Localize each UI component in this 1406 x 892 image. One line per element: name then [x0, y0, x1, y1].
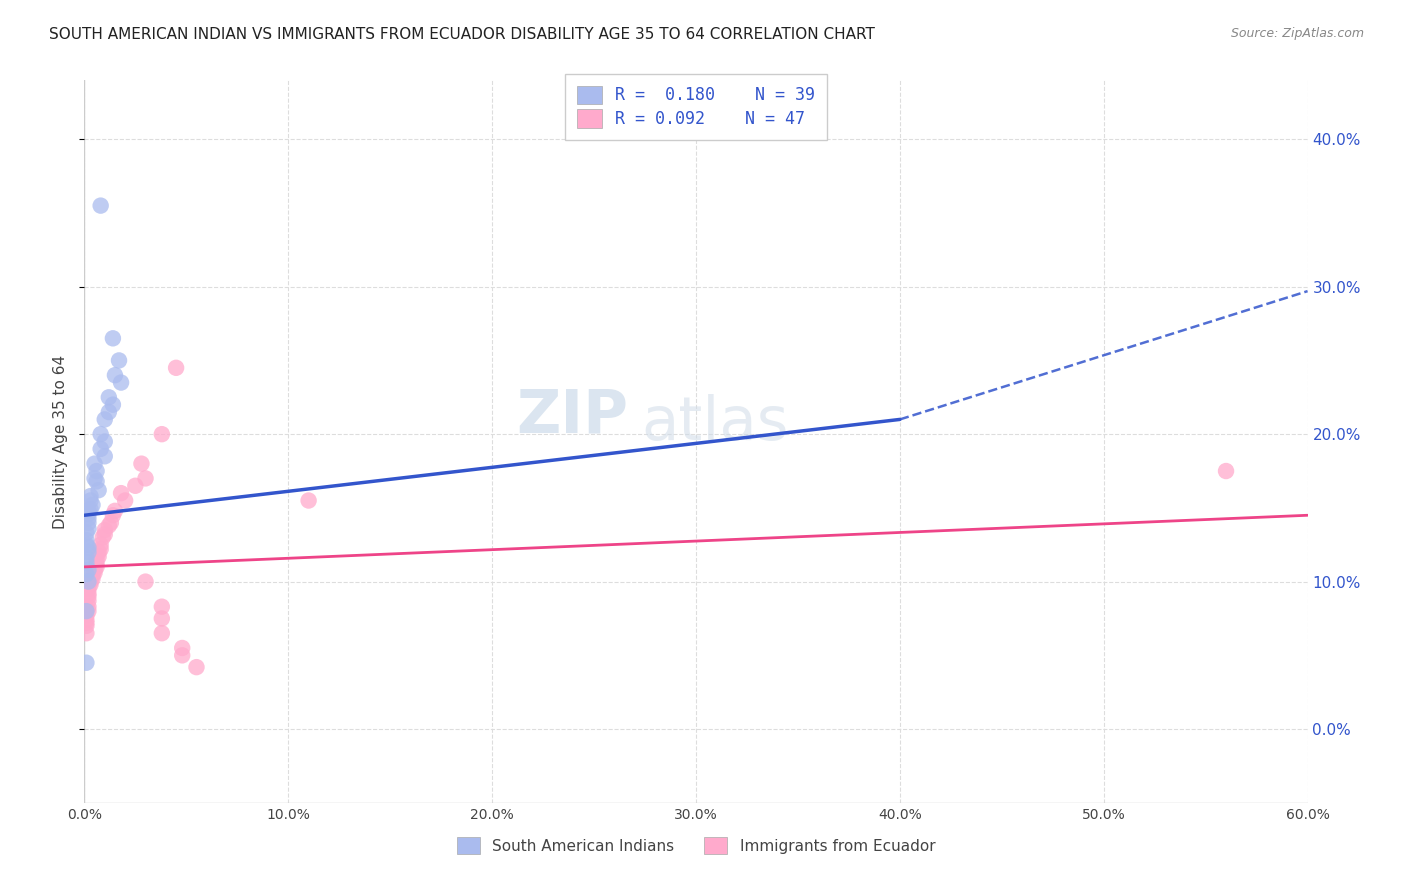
Point	[79, 489, 101, 503]
Point	[83, 563, 105, 577]
Point	[172, 648, 194, 663]
Point	[101, 331, 124, 345]
Point	[75, 556, 97, 570]
Point	[77, 541, 100, 555]
Point	[77, 574, 100, 589]
Point	[75, 613, 97, 627]
Point	[75, 533, 97, 548]
Point	[86, 552, 108, 566]
Point	[77, 511, 100, 525]
Point	[79, 493, 101, 508]
Point	[77, 545, 100, 559]
Point	[77, 594, 100, 608]
Point	[75, 656, 97, 670]
Point	[77, 582, 100, 596]
Point	[91, 530, 114, 544]
Point	[75, 615, 97, 630]
Point	[101, 508, 124, 523]
Point	[104, 504, 127, 518]
Point	[75, 567, 97, 582]
Point	[93, 412, 115, 426]
Point	[82, 498, 104, 512]
Point	[298, 493, 321, 508]
Point	[135, 574, 157, 589]
Point	[77, 604, 100, 618]
Point	[87, 549, 110, 564]
Point	[75, 551, 97, 566]
Point	[90, 427, 112, 442]
Point	[75, 619, 97, 633]
Point	[186, 660, 208, 674]
Point	[86, 560, 108, 574]
Text: ZIP: ZIP	[516, 387, 628, 446]
Point	[75, 626, 97, 640]
Point	[86, 557, 108, 571]
Point	[1215, 464, 1237, 478]
Point	[135, 471, 157, 485]
Legend: South American Indians, Immigrants from Ecuador: South American Indians, Immigrants from …	[450, 831, 942, 860]
Point	[124, 479, 146, 493]
Point	[79, 502, 101, 516]
Point	[77, 563, 100, 577]
Point	[77, 522, 100, 536]
Point	[87, 483, 110, 498]
Point	[150, 427, 173, 442]
Point	[82, 568, 104, 582]
Point	[93, 527, 115, 541]
Point	[83, 471, 105, 485]
Text: atlas: atlas	[641, 394, 789, 453]
Point	[93, 434, 115, 449]
Text: Source: ZipAtlas.com: Source: ZipAtlas.com	[1230, 27, 1364, 40]
Point	[87, 545, 110, 559]
Point	[86, 475, 108, 489]
Point	[90, 538, 112, 552]
Point	[97, 390, 120, 404]
Point	[79, 577, 101, 591]
Point	[75, 608, 97, 623]
Point	[114, 493, 136, 508]
Point	[104, 368, 127, 383]
Point	[77, 516, 100, 530]
Point	[90, 442, 112, 456]
Point	[110, 486, 132, 500]
Point	[83, 457, 105, 471]
Point	[131, 457, 153, 471]
Point	[77, 590, 100, 604]
Point	[93, 523, 115, 537]
Point	[90, 199, 112, 213]
Point	[108, 353, 131, 368]
Y-axis label: Disability Age 35 to 64: Disability Age 35 to 64	[53, 354, 69, 529]
Point	[97, 518, 120, 533]
Point	[79, 574, 101, 589]
Point	[97, 405, 120, 419]
Point	[75, 604, 97, 618]
Text: SOUTH AMERICAN INDIAN VS IMMIGRANTS FROM ECUADOR DISABILITY AGE 35 TO 64 CORRELA: SOUTH AMERICAN INDIAN VS IMMIGRANTS FROM…	[49, 27, 875, 42]
Point	[75, 538, 97, 552]
Point	[150, 611, 173, 625]
Point	[77, 599, 100, 614]
Point	[165, 360, 187, 375]
Point	[110, 376, 132, 390]
Point	[82, 572, 104, 586]
Point	[86, 464, 108, 478]
Point	[90, 542, 112, 557]
Point	[77, 586, 100, 600]
Point	[172, 640, 194, 655]
Point	[77, 504, 100, 518]
Point	[150, 599, 173, 614]
Point	[93, 450, 115, 464]
Point	[150, 626, 173, 640]
Point	[101, 398, 124, 412]
Point	[100, 516, 122, 530]
Point	[77, 507, 100, 521]
Point	[75, 525, 97, 540]
Point	[83, 566, 105, 580]
